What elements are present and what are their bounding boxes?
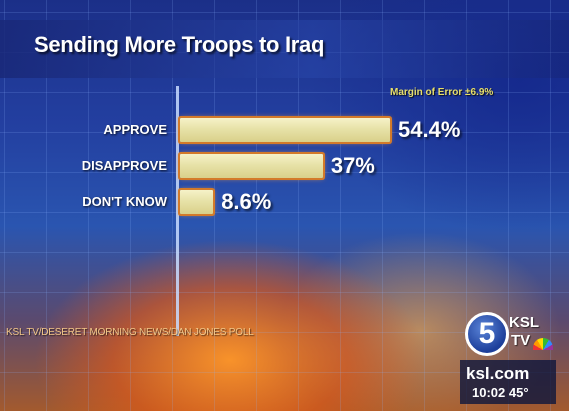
category-label: APPROVE — [103, 122, 167, 137]
bar — [180, 190, 214, 214]
ksl-logo: 5 KSL TV — [465, 312, 557, 360]
value-label: 54.4% — [398, 117, 461, 142]
bar — [180, 118, 390, 142]
category-axis-line — [176, 86, 179, 336]
bar — [180, 154, 323, 178]
time-temperature: 10:02 45° — [472, 385, 529, 400]
ksl-wordmark: KSL — [509, 314, 539, 331]
margin-of-error: Margin of Error ±6.9% — [390, 87, 494, 98]
category-label: DISAPPROVE — [81, 158, 167, 173]
value-label: 8.6% — [221, 189, 272, 214]
category-label: DON'T KNOW — [82, 194, 167, 209]
tv-wordmark: TV — [511, 332, 531, 349]
chart-title: Sending More Troops to Iraq — [34, 32, 325, 57]
peacock-icon — [533, 338, 553, 350]
channel-number: 5 — [465, 312, 509, 356]
title-band — [0, 20, 569, 78]
poll-source: KSL TV/DESERET MORNING NEWS/DAN JONES PO… — [6, 327, 254, 338]
station-website: ksl.com — [466, 364, 530, 383]
station-info-box: ksl.com 10:02 45° — [460, 360, 556, 404]
value-label: 37% — [330, 153, 375, 178]
